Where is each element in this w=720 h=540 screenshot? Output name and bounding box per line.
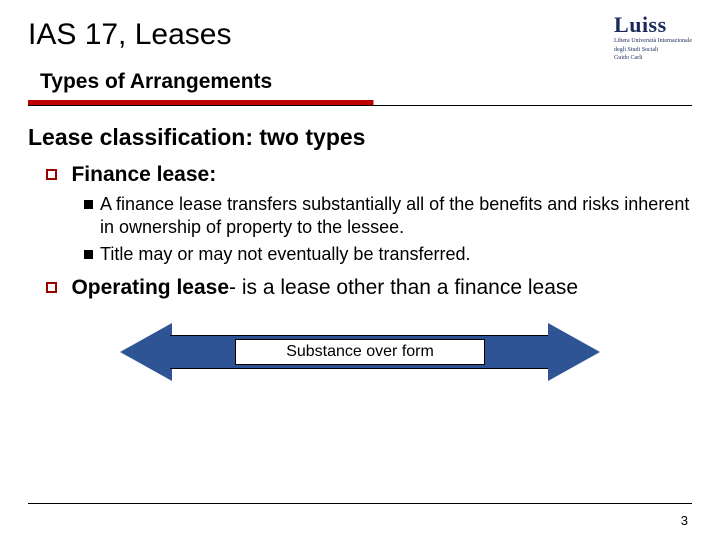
slide-title: IAS 17, Leases [28,18,231,52]
footer-divider [28,503,692,504]
arrow-right-head-icon [548,323,600,381]
arrow-left-head-icon [120,323,172,381]
logo-subtext-1: Libera Università Internazionale [614,38,692,45]
operating-lease-rest: - is a lease other than a finance lease [229,276,578,299]
double-arrow-diagram: Substance over form [120,323,600,381]
arrow-label-text: Substance over form [286,343,434,361]
finance-lease-label: Finance lease: [71,163,216,186]
logo-subtext-2: degli Studi Sociali [614,47,692,54]
sub-bullet-2: Title may or may not eventually be trans… [28,243,692,266]
finance-point-1: A finance lease transfers substantially … [100,193,692,239]
arrow-label-box: Substance over form [235,339,485,365]
filled-square-bullet-icon [84,200,93,209]
page-number: 3 [681,513,688,528]
slide-header: IAS 17, Leases Luiss Libera Università I… [0,0,720,70]
slide-content: Lease classification: two types Finance … [0,106,720,381]
open-square-bullet-icon [46,169,57,180]
filled-square-bullet-icon [84,250,93,259]
sub-bullet-1: A finance lease transfers substantially … [28,193,692,239]
university-logo: Luiss Libera Università Internazionale d… [614,14,692,62]
bullet-finance-lease: Finance lease: [28,163,692,187]
logo-subtext-3: Guido Carli [614,55,692,62]
slide-subtitle: Types of Arrangements [0,70,720,100]
finance-point-2: Title may or may not eventually be trans… [100,243,692,266]
logo-main-text: Luiss [614,14,692,36]
open-square-bullet-icon [46,282,57,293]
bullet-operating-lease: Operating lease- is a lease other than a… [28,274,692,301]
operating-lease-bold: Operating lease [71,276,229,299]
section-heading: Lease classification: two types [28,124,692,151]
